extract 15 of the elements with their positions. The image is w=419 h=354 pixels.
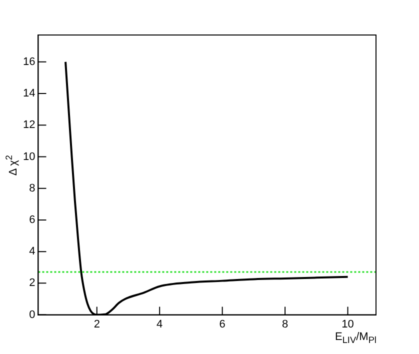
y-tick-label: 6: [29, 214, 36, 226]
x-tick-label: 2: [94, 318, 100, 330]
y-tick-label: 14: [22, 88, 36, 100]
x-tick-label: 8: [282, 318, 288, 330]
x-tick-label: 4: [156, 318, 163, 330]
y-tick-label: 0: [29, 308, 36, 321]
x-tick-label: 10: [342, 318, 354, 330]
x-axis-title: E$_{LIV}$/M$_{Pl}$: [335, 330, 376, 345]
y-tick-label: 8: [29, 182, 36, 194]
y-tick-label: 16: [22, 56, 36, 68]
y-tick-label: 12: [22, 119, 36, 132]
y-tick-label: 4: [29, 246, 36, 258]
y-tick-label: 10: [22, 150, 36, 163]
y-tick-label: 2: [29, 277, 36, 290]
x-tick-label: 6: [219, 318, 226, 330]
